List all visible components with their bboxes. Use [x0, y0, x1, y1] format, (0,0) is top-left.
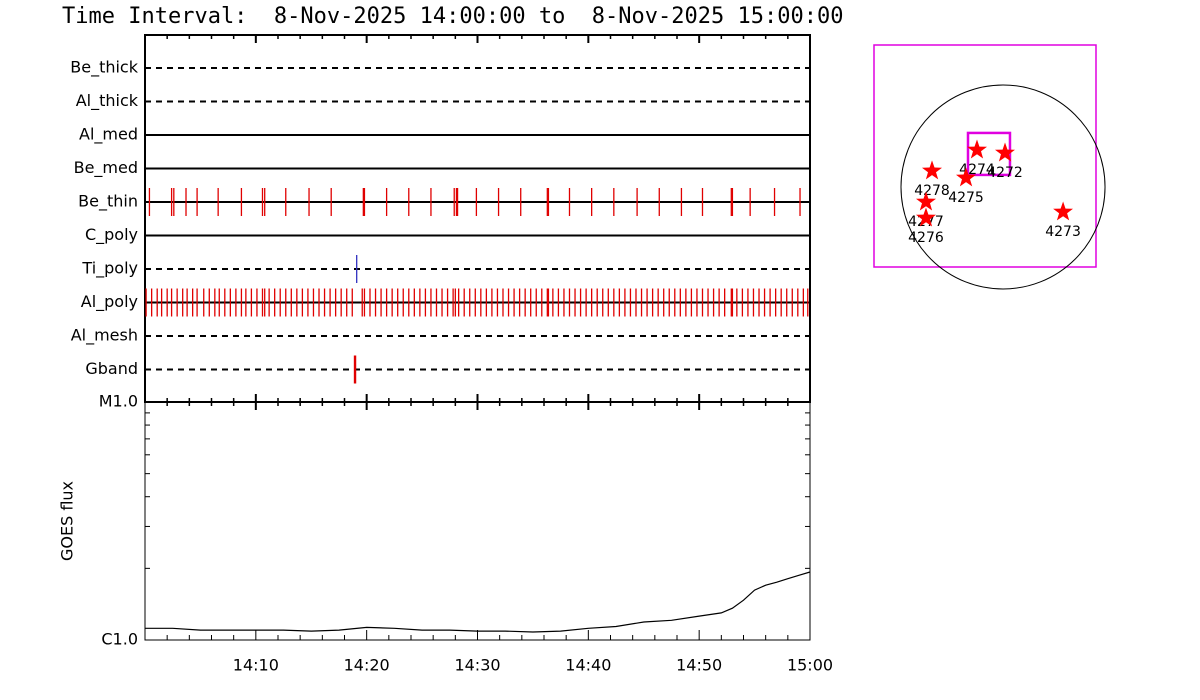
row-label: Al_mesh: [71, 326, 138, 346]
region-label: 4272: [987, 165, 1023, 181]
region-star: [956, 167, 976, 187]
region-star: [922, 160, 942, 180]
row-label: Al_med: [79, 125, 138, 145]
map-frame: [873, 44, 1097, 268]
region-label: 4273: [1045, 224, 1081, 240]
region-star: [1053, 201, 1073, 221]
region-label: 4275: [948, 190, 984, 206]
region-star: [916, 207, 936, 227]
y-tick-label: M1.0: [99, 392, 138, 411]
goes-frame: [144, 401, 811, 641]
y-axis-label: GOES flux: [58, 481, 77, 561]
row-label: Gband: [85, 359, 138, 378]
row-label: Be_thick: [70, 58, 138, 78]
region-label: 4276: [908, 230, 944, 246]
region-star: [995, 142, 1015, 162]
x-tick-label: 15:00: [787, 656, 833, 675]
row-label: Al_thick: [76, 91, 139, 111]
row-label: Be_thin: [78, 192, 138, 212]
row-label: Be_med: [74, 158, 138, 178]
row-label: Ti_poly: [81, 259, 138, 279]
fov-box: [966, 131, 1012, 177]
region-star: [967, 139, 987, 159]
x-tick-label: 14:40: [565, 656, 611, 675]
x-tick-label: 14:50: [676, 656, 722, 675]
goes-flux-line: [145, 571, 811, 633]
row-label: C_poly: [85, 225, 138, 245]
page-title: Time Interval: 8-Nov-2025 14:00:00 to 8-…: [62, 4, 843, 29]
x-tick-label: 14:10: [233, 656, 279, 675]
region-star: [916, 191, 936, 211]
y-tick-label: C1.0: [101, 630, 138, 649]
x-tick-label: 14:20: [344, 656, 390, 675]
x-tick-label: 14:30: [454, 656, 500, 675]
timeline-frame: [144, 34, 811, 403]
region-label: 4278: [914, 183, 950, 199]
row-label: Al_poly: [81, 292, 138, 312]
solar-limb: [900, 84, 1106, 290]
